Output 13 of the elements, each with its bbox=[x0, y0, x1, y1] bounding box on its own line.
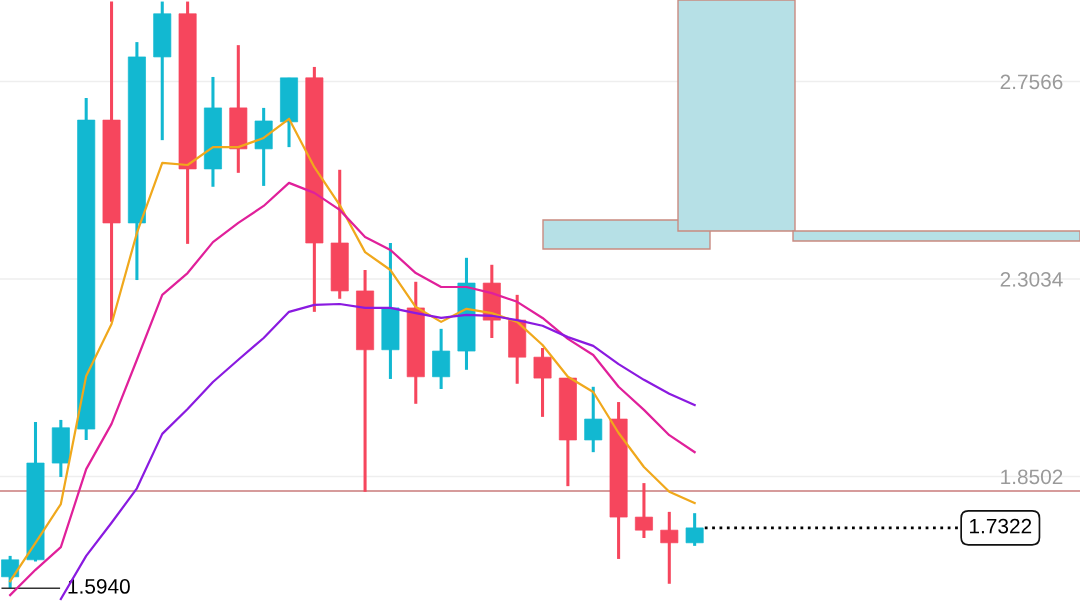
candlestick bbox=[634, 483, 653, 539]
ref-line-label: 1.7322 bbox=[970, 518, 1032, 534]
y-tick-label: 2.7566 bbox=[1000, 74, 1063, 90]
line-series bbox=[59, 302, 696, 601]
y-tick-label: 2.3034 bbox=[1000, 271, 1063, 287]
candlestick bbox=[584, 385, 603, 454]
annotation: 1.5940 bbox=[68, 579, 130, 594]
y-tick-label: 1.8502 bbox=[1001, 469, 1063, 485]
candlestick bbox=[685, 513, 704, 546]
line-series bbox=[9, 181, 696, 597]
candlestick bbox=[660, 510, 679, 584]
candlestick bbox=[1, 554, 20, 589]
candlestick bbox=[533, 348, 552, 417]
